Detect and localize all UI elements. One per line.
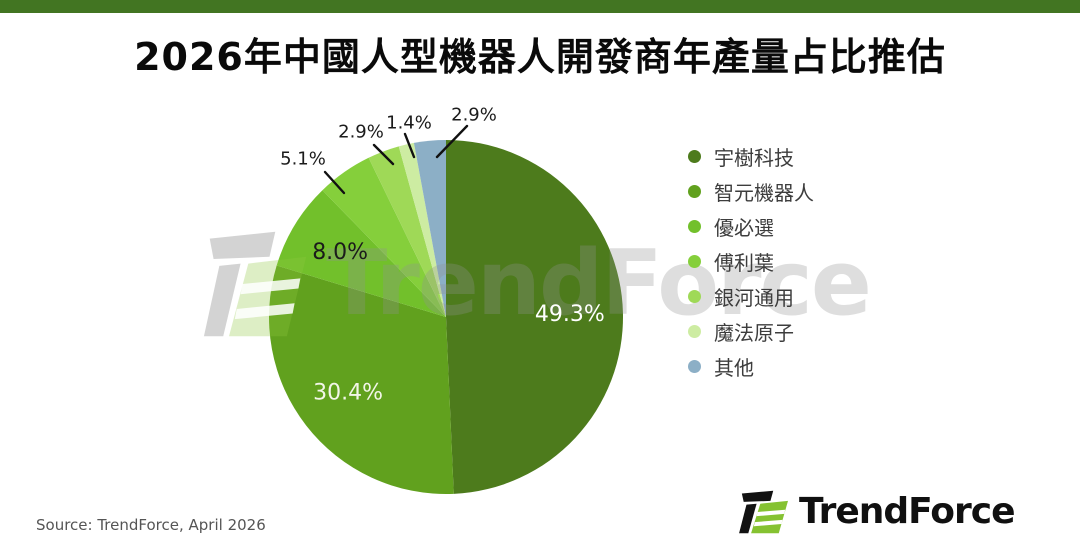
pie-slice-label: 49.3% <box>535 302 605 327</box>
pie-slice-label: 2.9% <box>451 105 497 126</box>
pie-slice-label: 30.4% <box>313 380 383 405</box>
legend-label: 優必選 <box>714 216 774 240</box>
pie-slice <box>368 146 446 317</box>
legend-color-dot-icon <box>688 325 701 338</box>
legend-label: 智元機器人 <box>714 181 814 205</box>
legend-item: 傅利葉 <box>688 244 814 279</box>
legend-color-dot-icon <box>688 255 701 268</box>
legend-item: 智元機器人 <box>688 174 814 209</box>
pie-slice-label: 1.4% <box>386 113 432 134</box>
legend-color-dot-icon <box>688 185 701 198</box>
legend-label: 傅利葉 <box>714 251 774 275</box>
legend-color-dot-icon <box>688 290 701 303</box>
pie-slice <box>276 190 446 317</box>
legend-label: 銀河通用 <box>714 286 794 310</box>
label-leader-line <box>403 132 416 159</box>
pie-slice <box>398 142 446 317</box>
legend-item: 銀河通用 <box>688 279 814 314</box>
source-note: Source: TrendForce, April 2026 <box>36 516 266 534</box>
logo-text: TrendForce <box>799 491 1016 532</box>
label-leader-line <box>323 170 346 195</box>
pie-slice-label: 5.1% <box>280 149 326 170</box>
pie-slice <box>269 265 454 494</box>
legend-label: 魔法原子 <box>714 321 794 345</box>
pie-slice <box>322 157 446 317</box>
legend-label: 宇樹科技 <box>714 146 794 170</box>
pie-slice <box>446 140 623 494</box>
label-leader-line <box>372 143 395 166</box>
legend-color-dot-icon <box>688 220 701 233</box>
trendforce-logo: TrendForce <box>738 488 1016 536</box>
trendforce-logo-icon <box>739 490 788 534</box>
legend-item: 優必選 <box>688 209 814 244</box>
chart-title: 2026年中國人型機器人開發商年產量占比推估 <box>134 35 946 79</box>
pie-slice <box>413 140 446 317</box>
legend-color-dot-icon <box>688 150 701 163</box>
pie-slice-label: 2.9% <box>338 122 384 143</box>
legend-label: 其他 <box>714 356 754 380</box>
top-accent-bar <box>0 0 1080 13</box>
legend-item: 宇樹科技 <box>688 139 814 174</box>
legend-item: 魔法原子 <box>688 314 814 349</box>
label-leader-line <box>435 124 469 159</box>
legend-item: 其他 <box>688 349 814 384</box>
chart-legend: 宇樹科技智元機器人優必選傅利葉銀河通用魔法原子其他 <box>688 139 814 384</box>
legend-color-dot-icon <box>688 360 701 373</box>
pie-slice-label: 8.0% <box>312 240 368 265</box>
